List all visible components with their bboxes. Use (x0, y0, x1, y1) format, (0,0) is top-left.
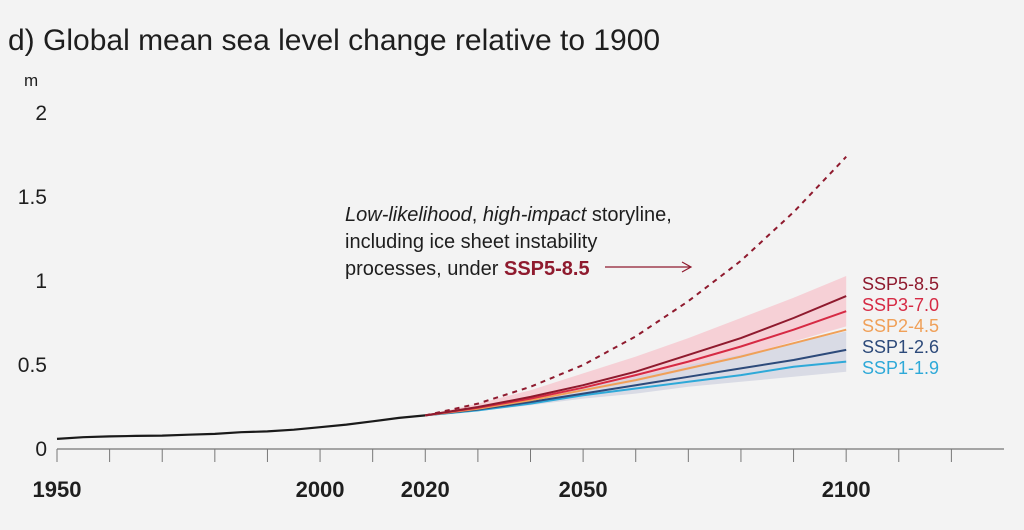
annotation-arrow-head (681, 261, 693, 273)
annotation-key: SSP5-8.5 (504, 258, 590, 280)
y-tick-label-1: 1 (35, 270, 47, 293)
x-tick-label-2000: 2000 (296, 477, 345, 502)
y-axis-unit: m (24, 71, 38, 90)
x-axis-ticks: 1950 2000 2020 2050 2100 (33, 449, 952, 502)
chart-title: d) Global mean sea level change relative… (8, 24, 660, 57)
annotation-rest-1: storyline, (586, 204, 672, 226)
storyline-dashed-line (425, 156, 847, 417)
y-tick-label-0: 0 (35, 438, 47, 461)
series-line-ssp1-2-6 (425, 348, 847, 417)
x-tick-label-2050: 2050 (559, 477, 608, 502)
annotation-italic-2: high-impact (483, 204, 588, 226)
series-label-ssp1-1-9: SSP1-1.9 (862, 358, 939, 378)
storyline-annotation: Low-likelihood, high-impact storyline, i… (345, 204, 693, 280)
y-tick-label-2: 2 (35, 102, 47, 125)
series-line-ssp2-4-5 (425, 328, 847, 417)
annotation-comma: , (472, 204, 478, 226)
series-label-ssp5-8-5: SSP5-8.5 (862, 274, 939, 294)
uncertainty-band-1 (425, 276, 847, 416)
x-tick-label-2100: 2100 (822, 477, 871, 502)
series-line-ssp3-7-0 (425, 310, 847, 417)
y-tick-label-1-5: 1.5 (18, 186, 47, 209)
x-tick-label-1950: 1950 (33, 477, 82, 502)
y-tick-label-0-5: 0.5 (18, 354, 47, 377)
series-label-ssp1-2-6: SSP1-2.6 (862, 337, 939, 357)
uncertainty-band-2 (425, 331, 847, 416)
series-line-ssp1-1-9 (425, 360, 847, 417)
y-axis-ticks: 0 0.5 1 1.5 2 (18, 102, 47, 461)
x-tick-label-2020: 2020 (401, 477, 450, 502)
series-label-ssp2-4-5: SSP2-4.5 (862, 316, 939, 336)
uncertainty-bands (425, 276, 847, 416)
series-label-ssp3-7-0: SSP3-7.0 (862, 295, 939, 315)
series-line-ssp5-8-5 (425, 295, 847, 417)
annotation-line-3: processes, under SSP5-8.5 (345, 258, 590, 280)
series-lines (56, 156, 847, 440)
annotation-line-1: Low-likelihood, high-impact storyline, (345, 204, 672, 226)
annotation-line-3-prefix: processes, under (345, 258, 504, 280)
historical-line (56, 414, 426, 440)
annotation-line-2: including ice sheet instability (345, 231, 597, 253)
annotation-italic-1: Low-likelihood (345, 204, 473, 226)
